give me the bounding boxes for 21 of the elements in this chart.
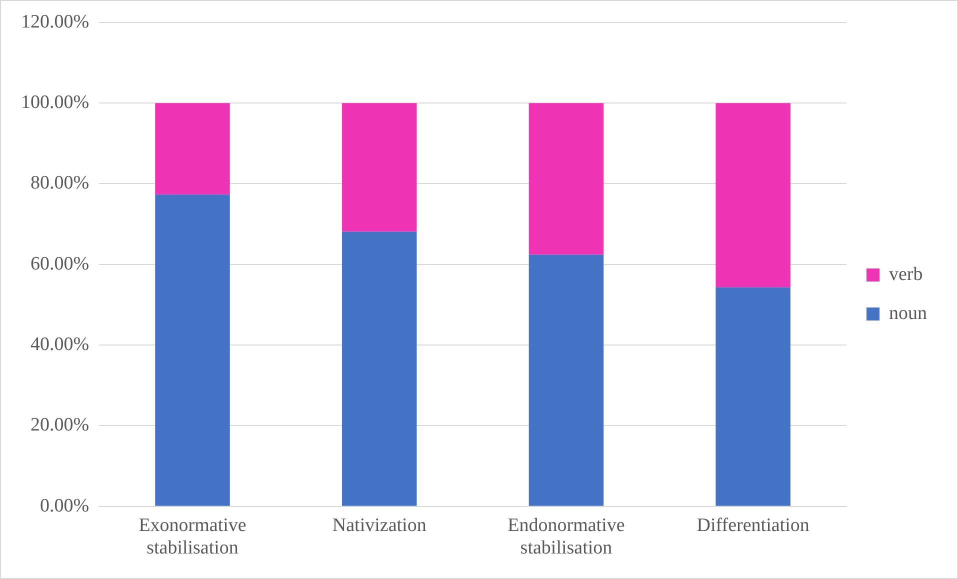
y-tick-label: 100.00%: [21, 92, 90, 114]
y-tick-label: 60.00%: [30, 253, 90, 274]
bar: [342, 232, 417, 506]
y-tick-label: 40.00%: [30, 334, 90, 356]
x-tick-label: Endonormative stabilisation: [508, 514, 625, 559]
x-tick-label: Differentiation: [696, 514, 810, 536]
y-tick-label: 120.00%: [21, 11, 90, 32]
bar: [716, 287, 790, 506]
bar: [716, 103, 790, 288]
legend-label: noun: [889, 302, 928, 324]
y-tick-label: 0.00%: [40, 495, 90, 516]
bar: [528, 254, 604, 506]
bar: [528, 103, 604, 255]
legend-label: verb: [889, 264, 923, 285]
bar: [342, 103, 417, 232]
bar: [155, 194, 230, 506]
x-tick-label: Nativization: [332, 514, 427, 536]
x-tick-label: Exonormative stabilisation: [138, 514, 246, 559]
y-tick-label: 80.00%: [30, 172, 90, 194]
y-tick-label: 20.00%: [30, 414, 90, 436]
bar: [155, 103, 230, 195]
